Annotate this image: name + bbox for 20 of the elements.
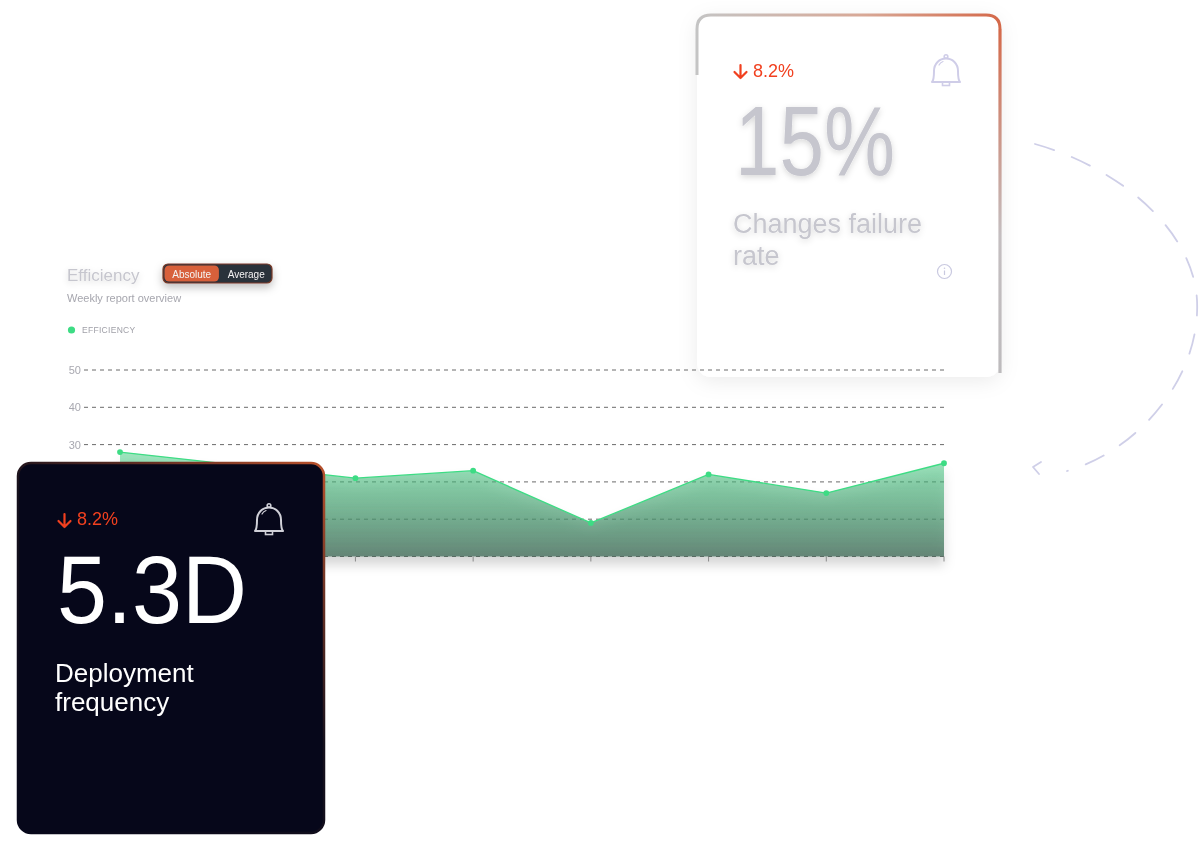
chart-subtitle: Weekly report overview	[67, 292, 182, 304]
legend-label: EFFICIENCY	[82, 325, 136, 336]
y-tick-label: 40	[68, 401, 81, 414]
text: Changes failure rate	[733, 209, 923, 271]
point	[705, 471, 712, 478]
segmented-toggle: Absolute Average	[162, 263, 273, 284]
chart-title: Efficiency	[67, 266, 140, 285]
y-tick-label: 50	[68, 364, 81, 376]
point	[587, 520, 594, 526]
text: 8.2%	[753, 61, 795, 81]
y-tick-label: 30	[68, 438, 81, 451]
point	[941, 460, 947, 467]
text: 15%	[735, 86, 932, 196]
point	[823, 490, 830, 496]
annotation: 8.2%	[77, 509, 119, 529]
point	[117, 449, 123, 455]
text: Deployment frequency	[55, 658, 195, 717]
text: 5.3D	[57, 536, 260, 643]
point	[352, 475, 359, 482]
point	[470, 467, 477, 474]
